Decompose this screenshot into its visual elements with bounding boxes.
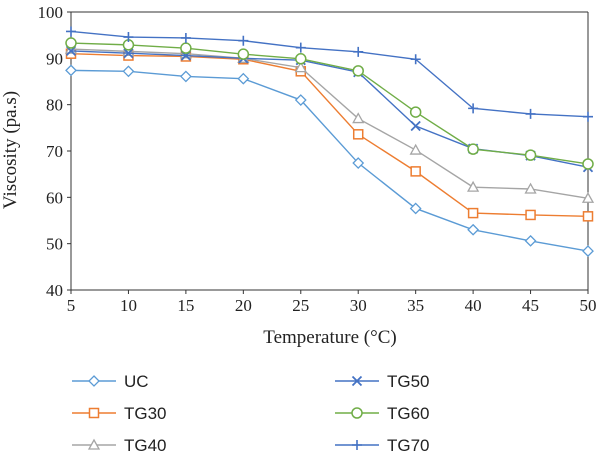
series-layer [64, 26, 595, 257]
data-point-uc [65, 64, 77, 77]
series-tg60 [65, 37, 594, 170]
legend-label: TG40 [124, 436, 167, 455]
legend-item-tg70: TG70 [335, 436, 430, 455]
legend-marker [352, 440, 362, 450]
data-point-tg40 [467, 180, 480, 192]
x-tick-label: 10 [120, 296, 137, 315]
data-point-tg30 [525, 209, 536, 221]
data-point-tg70 [66, 26, 76, 37]
data-point-tg30 [582, 211, 594, 222]
data-point-uc [409, 202, 422, 215]
legend-marker [88, 375, 100, 387]
legend-marker [87, 438, 101, 450]
data-point-uc [467, 223, 480, 236]
data-point-tg70 [295, 42, 306, 53]
legend: UC TG30 TG40 TG50 TG60 TG70 [72, 372, 430, 455]
data-point-tg60 [467, 143, 479, 155]
data-point-uc [179, 70, 192, 83]
x-tick-label: 5 [67, 296, 76, 315]
data-point-tg70 [468, 103, 479, 114]
series-uc [65, 64, 594, 257]
y-tick-label: 80 [46, 96, 63, 115]
data-point-tg70 [123, 32, 134, 43]
data-point-uc [582, 245, 594, 257]
data-point-tg70 [583, 111, 593, 122]
data-point-tg70 [180, 32, 191, 43]
y-tick-label: 90 [46, 49, 63, 68]
y-axis-title: Viscosity (pa.s) [0, 91, 21, 209]
series-line-tg30 [70, 53, 589, 218]
y-tick-label: 50 [46, 235, 63, 254]
data-point-tg40 [524, 182, 537, 194]
data-point-tg40 [409, 143, 422, 155]
series-line-tg70 [70, 30, 589, 118]
data-point-tg60 [237, 48, 250, 60]
data-point-uc [122, 65, 135, 78]
legend-marker [351, 375, 363, 387]
x-tick-label: 20 [235, 296, 252, 315]
legend-label: UC [124, 372, 149, 391]
x-tick-label: 45 [522, 296, 539, 315]
series-line-uc [70, 69, 589, 252]
data-point-tg60 [65, 37, 77, 49]
legend-item-tg40: TG40 [72, 436, 167, 455]
data-point-uc [237, 72, 250, 85]
data-point-tg40 [294, 61, 307, 73]
x-tick-label: 40 [465, 296, 482, 315]
legend-label: TG60 [387, 404, 430, 423]
data-point-tg70 [525, 108, 536, 119]
data-point-tg30 [352, 129, 364, 140]
x-axis-title: Temperature (°C) [263, 327, 396, 348]
legend-item-tg60: TG60 [335, 404, 430, 423]
data-point-tg50 [123, 48, 134, 59]
x-tick-label: 30 [350, 296, 367, 315]
y-tick-label: 60 [46, 188, 63, 207]
data-point-tg70 [353, 46, 364, 57]
legend-marker [351, 407, 363, 419]
series-tg70 [66, 26, 593, 122]
x-tick-label: 50 [580, 296, 597, 315]
data-point-tg30 [410, 166, 421, 177]
data-point-uc [524, 234, 537, 247]
legend-item-tg30: TG30 [72, 404, 167, 423]
data-point-tg60 [524, 149, 537, 161]
data-point-tg50 [410, 120, 421, 132]
data-point-tg30 [467, 207, 479, 219]
legend-label: TG50 [387, 372, 430, 391]
data-point-tg60 [295, 53, 307, 65]
y-tick-label: 70 [46, 142, 63, 161]
data-point-tg70 [410, 54, 421, 65]
series-line-tg40 [70, 48, 589, 199]
data-point-uc [352, 157, 365, 169]
data-point-tg70 [238, 35, 249, 46]
legend-item-uc: UC [72, 372, 149, 391]
data-point-tg60 [582, 158, 594, 170]
x-tick-label: 35 [407, 296, 424, 315]
series-line-tg60 [70, 42, 589, 165]
data-point-tg40 [581, 191, 595, 203]
axes: 40 50 60 70 80 90 100 5 10 15 20 25 30 35 40 45 50 [38, 3, 597, 315]
data-point-tg60 [352, 65, 364, 77]
y-tick-label: 40 [46, 281, 63, 300]
legend-marker [88, 407, 100, 419]
x-tick-label: 15 [177, 296, 194, 315]
data-point-uc [294, 94, 307, 106]
data-point-tg60 [409, 106, 422, 118]
y-tick-label: 100 [38, 3, 64, 22]
legend-label: TG30 [124, 404, 167, 423]
data-point-tg60 [180, 42, 192, 54]
x-tick-label: 25 [292, 296, 309, 315]
legend-label: TG70 [387, 436, 430, 455]
data-point-tg40 [352, 112, 365, 124]
legend-item-tg50: TG50 [335, 372, 430, 391]
